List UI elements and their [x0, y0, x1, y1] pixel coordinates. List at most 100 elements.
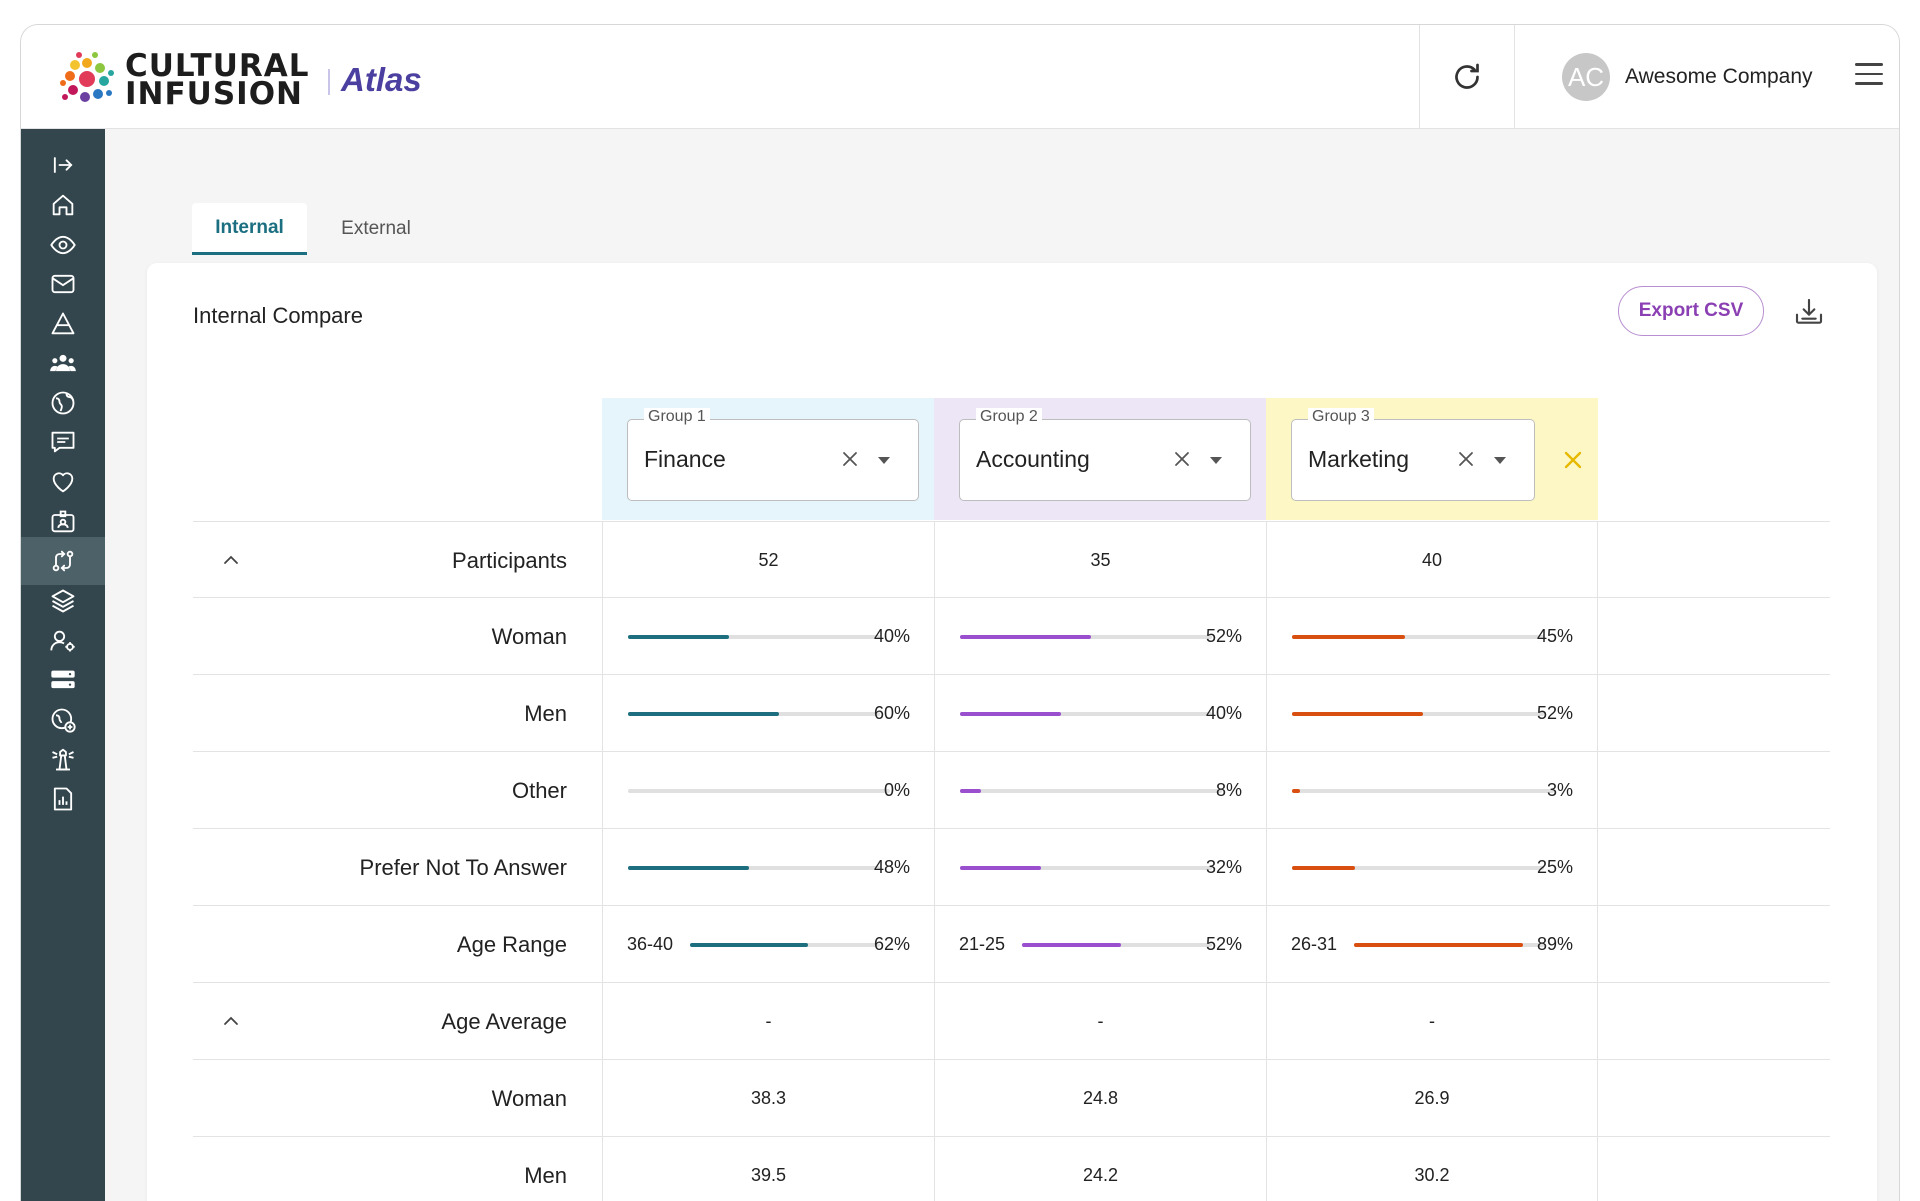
- sidebar-item-people[interactable]: [21, 339, 105, 387]
- top-header: CULTURAL INFUSION Atlas AC Awesome Compa…: [21, 25, 1899, 129]
- header-divider: [1514, 25, 1515, 129]
- cell: 26-31 89%: [1266, 906, 1598, 983]
- row-avg-men: Men 39.5 24.2 30.2: [193, 1137, 1830, 1201]
- export-csv-button[interactable]: Export CSV: [1618, 286, 1764, 336]
- tab-internal[interactable]: Internal: [192, 203, 307, 255]
- clear-icon[interactable]: [1170, 447, 1194, 471]
- cell: 3%: [1266, 752, 1598, 829]
- download-icon[interactable]: [1793, 296, 1825, 328]
- cell-percent: 52%: [1205, 934, 1242, 954]
- cell: 36-40 62%: [602, 906, 934, 983]
- app-window: CULTURAL INFUSION Atlas AC Awesome Compa…: [20, 24, 1900, 1201]
- sidebar-item-favorites[interactable]: [21, 458, 105, 506]
- progress-track: [690, 943, 880, 947]
- remove-group-icon[interactable]: [1559, 446, 1587, 474]
- layers-icon: [51, 589, 75, 613]
- progress-fill: [1292, 866, 1355, 870]
- cell-value: -: [1429, 1011, 1435, 1031]
- avatar[interactable]: AC: [1562, 53, 1610, 101]
- sidebar-item-data[interactable]: [21, 656, 105, 704]
- cell-percent: 52%: [1536, 703, 1573, 723]
- sidebar-item-view[interactable]: [21, 221, 105, 269]
- sidebar-item-compare[interactable]: [21, 537, 105, 585]
- brand-name: CULTURAL INFUSION: [125, 48, 310, 112]
- group-3-value: Marketing: [1308, 446, 1409, 472]
- group-3-label: Group 3: [1308, 408, 1374, 426]
- cell-percent: 89%: [1536, 934, 1573, 954]
- progress-track: [1292, 635, 1544, 639]
- cell: 60%: [602, 675, 934, 752]
- group-2-label: Group 2: [976, 408, 1042, 426]
- progress-track: [960, 866, 1212, 870]
- lighthouse-icon: [52, 748, 74, 771]
- tab-external[interactable]: External: [341, 218, 411, 239]
- company-name[interactable]: Awesome Company: [1625, 65, 1813, 88]
- progress-track: [960, 635, 1212, 639]
- triangle-layers-icon: [51, 312, 75, 335]
- sidebar-item-reports[interactable]: [21, 775, 105, 823]
- age-range-value: 36-40: [627, 934, 674, 954]
- sidebar-item-messages[interactable]: [21, 260, 105, 308]
- refresh-icon[interactable]: [1449, 59, 1485, 95]
- chevron-up-icon[interactable]: [219, 548, 243, 572]
- progress-fill: [1354, 943, 1524, 947]
- progress-fill: [1292, 712, 1424, 716]
- sidebar-item-chat[interactable]: [21, 418, 105, 466]
- sidebar-item-layers[interactable]: [21, 577, 105, 625]
- clear-icon[interactable]: [1454, 447, 1478, 471]
- sidebar-item-globe[interactable]: [21, 379, 105, 427]
- progress-fill: [1292, 635, 1406, 639]
- card-title: Internal Compare: [193, 303, 363, 328]
- id-badge-icon: [51, 510, 75, 533]
- clear-icon[interactable]: [838, 447, 862, 471]
- product-name: Atlas: [341, 61, 422, 98]
- row-label: Men: [524, 700, 567, 726]
- progress-track: [628, 712, 880, 716]
- cell-percent: 40%: [1205, 703, 1242, 723]
- sidebar-item-triangle[interactable]: [21, 300, 105, 348]
- row-label: Woman: [491, 623, 567, 649]
- cell: 40%: [934, 675, 1266, 752]
- sidebar-item-global-add[interactable]: [21, 696, 105, 744]
- sidebar-item-expand[interactable]: [21, 141, 105, 189]
- cell-value: 39.5: [750, 1165, 787, 1185]
- sidebar-item-user-settings[interactable]: [21, 617, 105, 665]
- sidebar-item-home[interactable]: [21, 181, 105, 229]
- chevron-down-icon[interactable]: [878, 457, 890, 464]
- compare-arrows-icon: [52, 550, 74, 572]
- chat-icon: [51, 431, 75, 453]
- age-range-value: 21-25: [959, 934, 1006, 954]
- chevron-up-icon[interactable]: [219, 1009, 243, 1033]
- header-divider: [1419, 25, 1420, 129]
- row-avg-woman: Woman 38.3 24.8 26.9: [193, 1060, 1830, 1137]
- cultural-infusion-logo: [60, 52, 114, 102]
- cell-percent: 8%: [1215, 780, 1242, 800]
- row-label: Participants: [452, 547, 567, 573]
- row-label: Prefer Not To Answer: [359, 854, 567, 880]
- progress-track: [628, 635, 880, 639]
- heart-icon: [52, 472, 74, 493]
- sidebar-item-badge[interactable]: [21, 498, 105, 546]
- cell-percent: 62%: [873, 934, 910, 954]
- group-2-header: Group 2 Accounting: [934, 398, 1266, 520]
- group-1-select[interactable]: Group 1 Finance: [627, 408, 919, 501]
- chevron-down-icon[interactable]: [1494, 457, 1506, 464]
- cell-value: 24.8: [1082, 1088, 1119, 1108]
- progress-track: [1292, 712, 1544, 716]
- group-1-label: Group 1: [644, 408, 710, 426]
- row-label: Age Average: [441, 1008, 567, 1034]
- chevron-down-icon[interactable]: [1210, 457, 1222, 464]
- row-label: Age Range: [456, 931, 567, 957]
- progress-fill: [1022, 943, 1121, 947]
- group-2-select[interactable]: Group 2 Accounting: [959, 408, 1251, 501]
- cell: 8%: [934, 752, 1266, 829]
- progress-fill: [960, 866, 1041, 870]
- sidebar-item-lighthouse[interactable]: [21, 735, 105, 783]
- cell-percent: 52%: [1205, 626, 1242, 646]
- progress-fill: [960, 712, 1061, 716]
- cell-value: 30.2: [1414, 1165, 1450, 1185]
- progress-track: [960, 789, 1222, 793]
- server-icon: [51, 670, 75, 689]
- group-3-select[interactable]: Group 3 Marketing: [1291, 408, 1535, 501]
- hamburger-menu-icon[interactable]: [1855, 63, 1883, 89]
